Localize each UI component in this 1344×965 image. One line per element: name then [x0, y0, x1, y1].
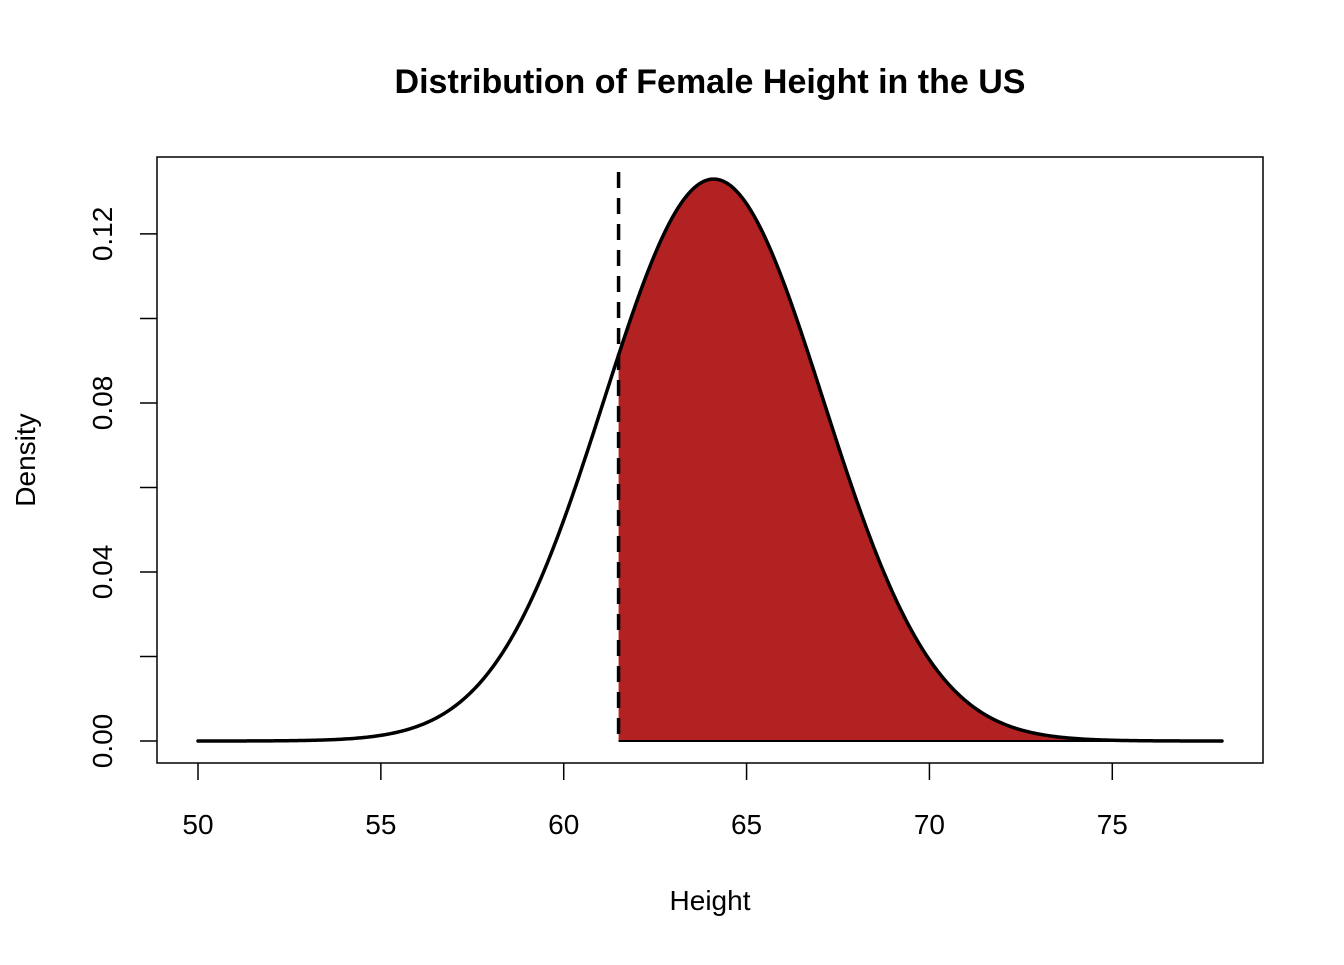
y-tick-label: 0.00 [87, 714, 118, 769]
y-axis: 0.00 0.04 0.08 0.12 [87, 207, 157, 769]
y-axis-label: Density [10, 413, 41, 506]
density-curve [196, 177, 1224, 743]
plot-frame [156, 156, 1264, 764]
chart-title: Distribution of Female Height in the US [395, 63, 1026, 101]
x-tick-label: 60 [548, 809, 579, 840]
x-tick-label: 70 [914, 809, 945, 840]
x-tick-label: 65 [731, 809, 762, 840]
x-tick-label: 50 [182, 809, 213, 840]
x-tick-label: 55 [365, 809, 396, 840]
y-tick-label: 0.04 [87, 545, 118, 600]
y-tick-label: 0.08 [87, 376, 118, 431]
y-tick-label: 0.12 [87, 207, 118, 262]
x-axis-label: Height [670, 885, 751, 916]
x-tick-label: 75 [1097, 809, 1128, 840]
x-axis: 50 55 60 65 70 75 [182, 763, 1128, 840]
curve-layer [196, 177, 1224, 743]
shaded-region [618, 179, 1222, 741]
shade-layer [618, 179, 1222, 742]
